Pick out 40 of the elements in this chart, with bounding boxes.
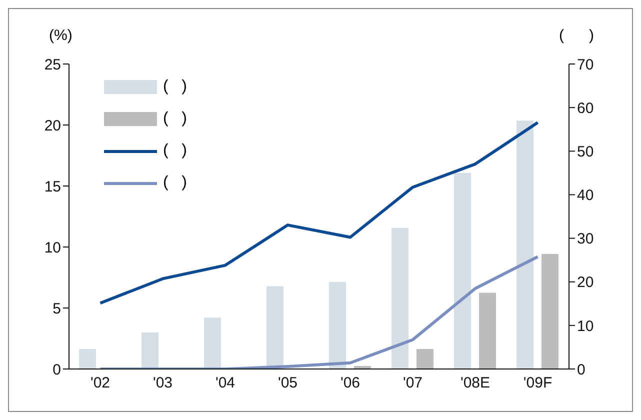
- legend-label: ( ): [163, 110, 187, 128]
- bar: [542, 254, 558, 369]
- line-series: [98, 255, 540, 369]
- bar: [454, 172, 471, 369]
- y2-axis-title: ( ): [559, 27, 594, 44]
- y2-tick-label: 20: [577, 274, 594, 292]
- x-tick-label: '08E: [460, 374, 490, 392]
- y2-tick-label: 30: [577, 230, 594, 248]
- bar: [416, 348, 434, 369]
- bar: [392, 228, 408, 369]
- x-tick-label: '02: [90, 374, 110, 392]
- bar: [266, 286, 284, 369]
- y-tick-label: 20: [44, 117, 61, 134]
- x-tick-label: '05: [278, 374, 298, 392]
- y-tick-label: 15: [44, 178, 61, 196]
- y-axis-title: (%): [49, 27, 72, 44]
- y-tick-label: 0: [52, 361, 61, 378]
- bar: [516, 120, 534, 369]
- legend-label: ( ): [163, 78, 187, 96]
- legend-label: ( ): [163, 142, 187, 160]
- y2-tick-label: 0: [577, 361, 586, 378]
- bar: [329, 282, 346, 369]
- x-tick-label: '03: [152, 374, 173, 392]
- x-tick-label: '09F: [523, 374, 552, 392]
- y2-tick-label: 70: [577, 56, 594, 74]
- bar: [204, 318, 221, 369]
- y-tick-label: 5: [52, 300, 61, 318]
- x-tick-label: '07: [402, 374, 423, 392]
- y2-tick-label: 40: [577, 187, 594, 204]
- x-tick-label: '04: [215, 374, 236, 392]
- bar: [479, 292, 496, 369]
- x-tick-label: '06: [340, 374, 360, 392]
- y-tick-label: 10: [44, 239, 61, 256]
- bar: [142, 332, 158, 369]
- y2-tick-label: 50: [577, 143, 594, 160]
- bar: [79, 348, 96, 369]
- y2-tick-label: 60: [577, 100, 594, 117]
- legend-label: ( ): [163, 174, 187, 192]
- y-tick-label: 25: [44, 56, 61, 74]
- y2-tick-label: 10: [577, 318, 594, 335]
